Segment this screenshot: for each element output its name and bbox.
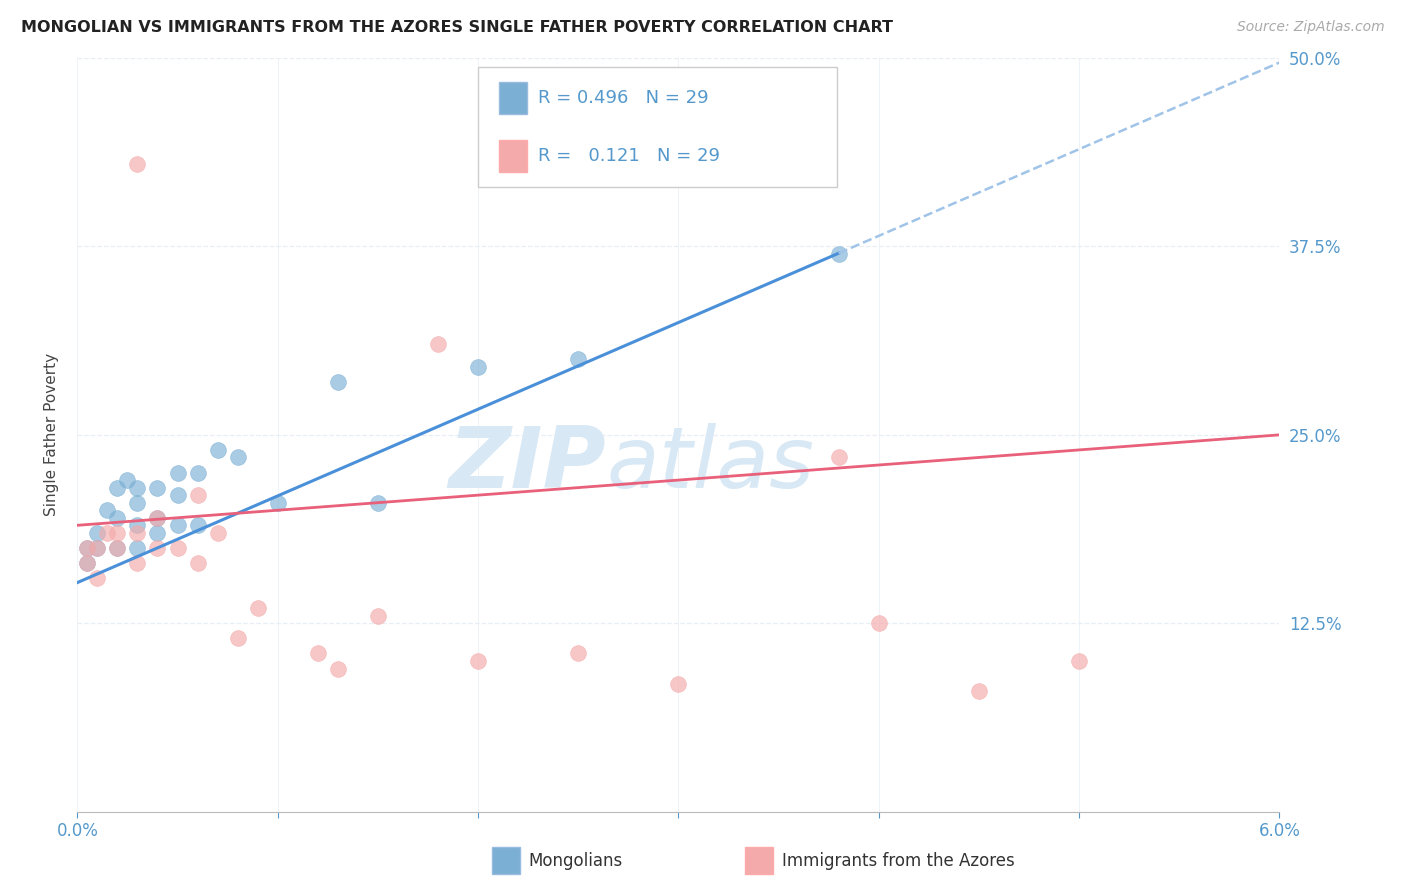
Point [76, 541, 98, 555]
Text: MONGOLIAN VS IMMIGRANTS FROM THE AZORES SINGLE FATHER POVERTY CORRELATION CHART: MONGOLIAN VS IMMIGRANTS FROM THE AZORES … [21, 20, 893, 35]
Text: atlas: atlas [606, 424, 814, 507]
Text: R =   0.121   N = 29: R = 0.121 N = 29 [538, 147, 720, 165]
Point [127, 156, 149, 170]
Text: Immigrants from the Azores: Immigrants from the Azores [782, 852, 1015, 870]
Point [117, 473, 139, 487]
Point [86, 571, 108, 585]
Point [146, 510, 169, 524]
Point [828, 450, 851, 465]
Point [868, 616, 890, 631]
Point [267, 496, 290, 510]
Point [668, 676, 690, 690]
Point [367, 608, 389, 623]
Point [86, 541, 108, 555]
Point [307, 647, 329, 661]
Point [828, 247, 851, 261]
Point [427, 337, 450, 351]
Point [76, 541, 98, 555]
Point [127, 556, 149, 570]
Point [967, 684, 990, 698]
Point [1069, 654, 1091, 668]
Point [326, 375, 349, 389]
Point [187, 518, 209, 533]
Text: Source: ZipAtlas.com: Source: ZipAtlas.com [1237, 20, 1385, 34]
Point [166, 488, 188, 502]
Text: Mongolians: Mongolians [529, 852, 623, 870]
Text: ZIP: ZIP [449, 424, 606, 507]
Point [207, 525, 229, 540]
Point [107, 541, 129, 555]
Point [146, 510, 169, 524]
Point [76, 556, 98, 570]
Point [326, 661, 349, 675]
Point [107, 510, 129, 524]
Point [467, 359, 489, 374]
Point [107, 541, 129, 555]
Point [127, 541, 149, 555]
Point [226, 632, 249, 646]
Point [107, 525, 129, 540]
Point [166, 518, 188, 533]
Text: R = 0.496   N = 29: R = 0.496 N = 29 [538, 89, 709, 107]
Point [246, 601, 269, 615]
Point [96, 525, 118, 540]
Point [146, 481, 169, 495]
Point [567, 352, 589, 367]
Point [86, 525, 108, 540]
Point [367, 496, 389, 510]
Point [146, 541, 169, 555]
Point [467, 654, 489, 668]
Point [96, 503, 118, 517]
Point [187, 556, 209, 570]
Point [207, 442, 229, 457]
Point [107, 481, 129, 495]
Point [76, 556, 98, 570]
Point [187, 466, 209, 480]
Y-axis label: Single Father Poverty: Single Father Poverty [44, 353, 59, 516]
Point [146, 525, 169, 540]
Point [226, 450, 249, 465]
Point [166, 466, 188, 480]
Point [127, 496, 149, 510]
Point [567, 647, 589, 661]
Point [166, 541, 188, 555]
Point [127, 518, 149, 533]
Point [127, 525, 149, 540]
Point [187, 488, 209, 502]
Point [127, 481, 149, 495]
Point [86, 541, 108, 555]
